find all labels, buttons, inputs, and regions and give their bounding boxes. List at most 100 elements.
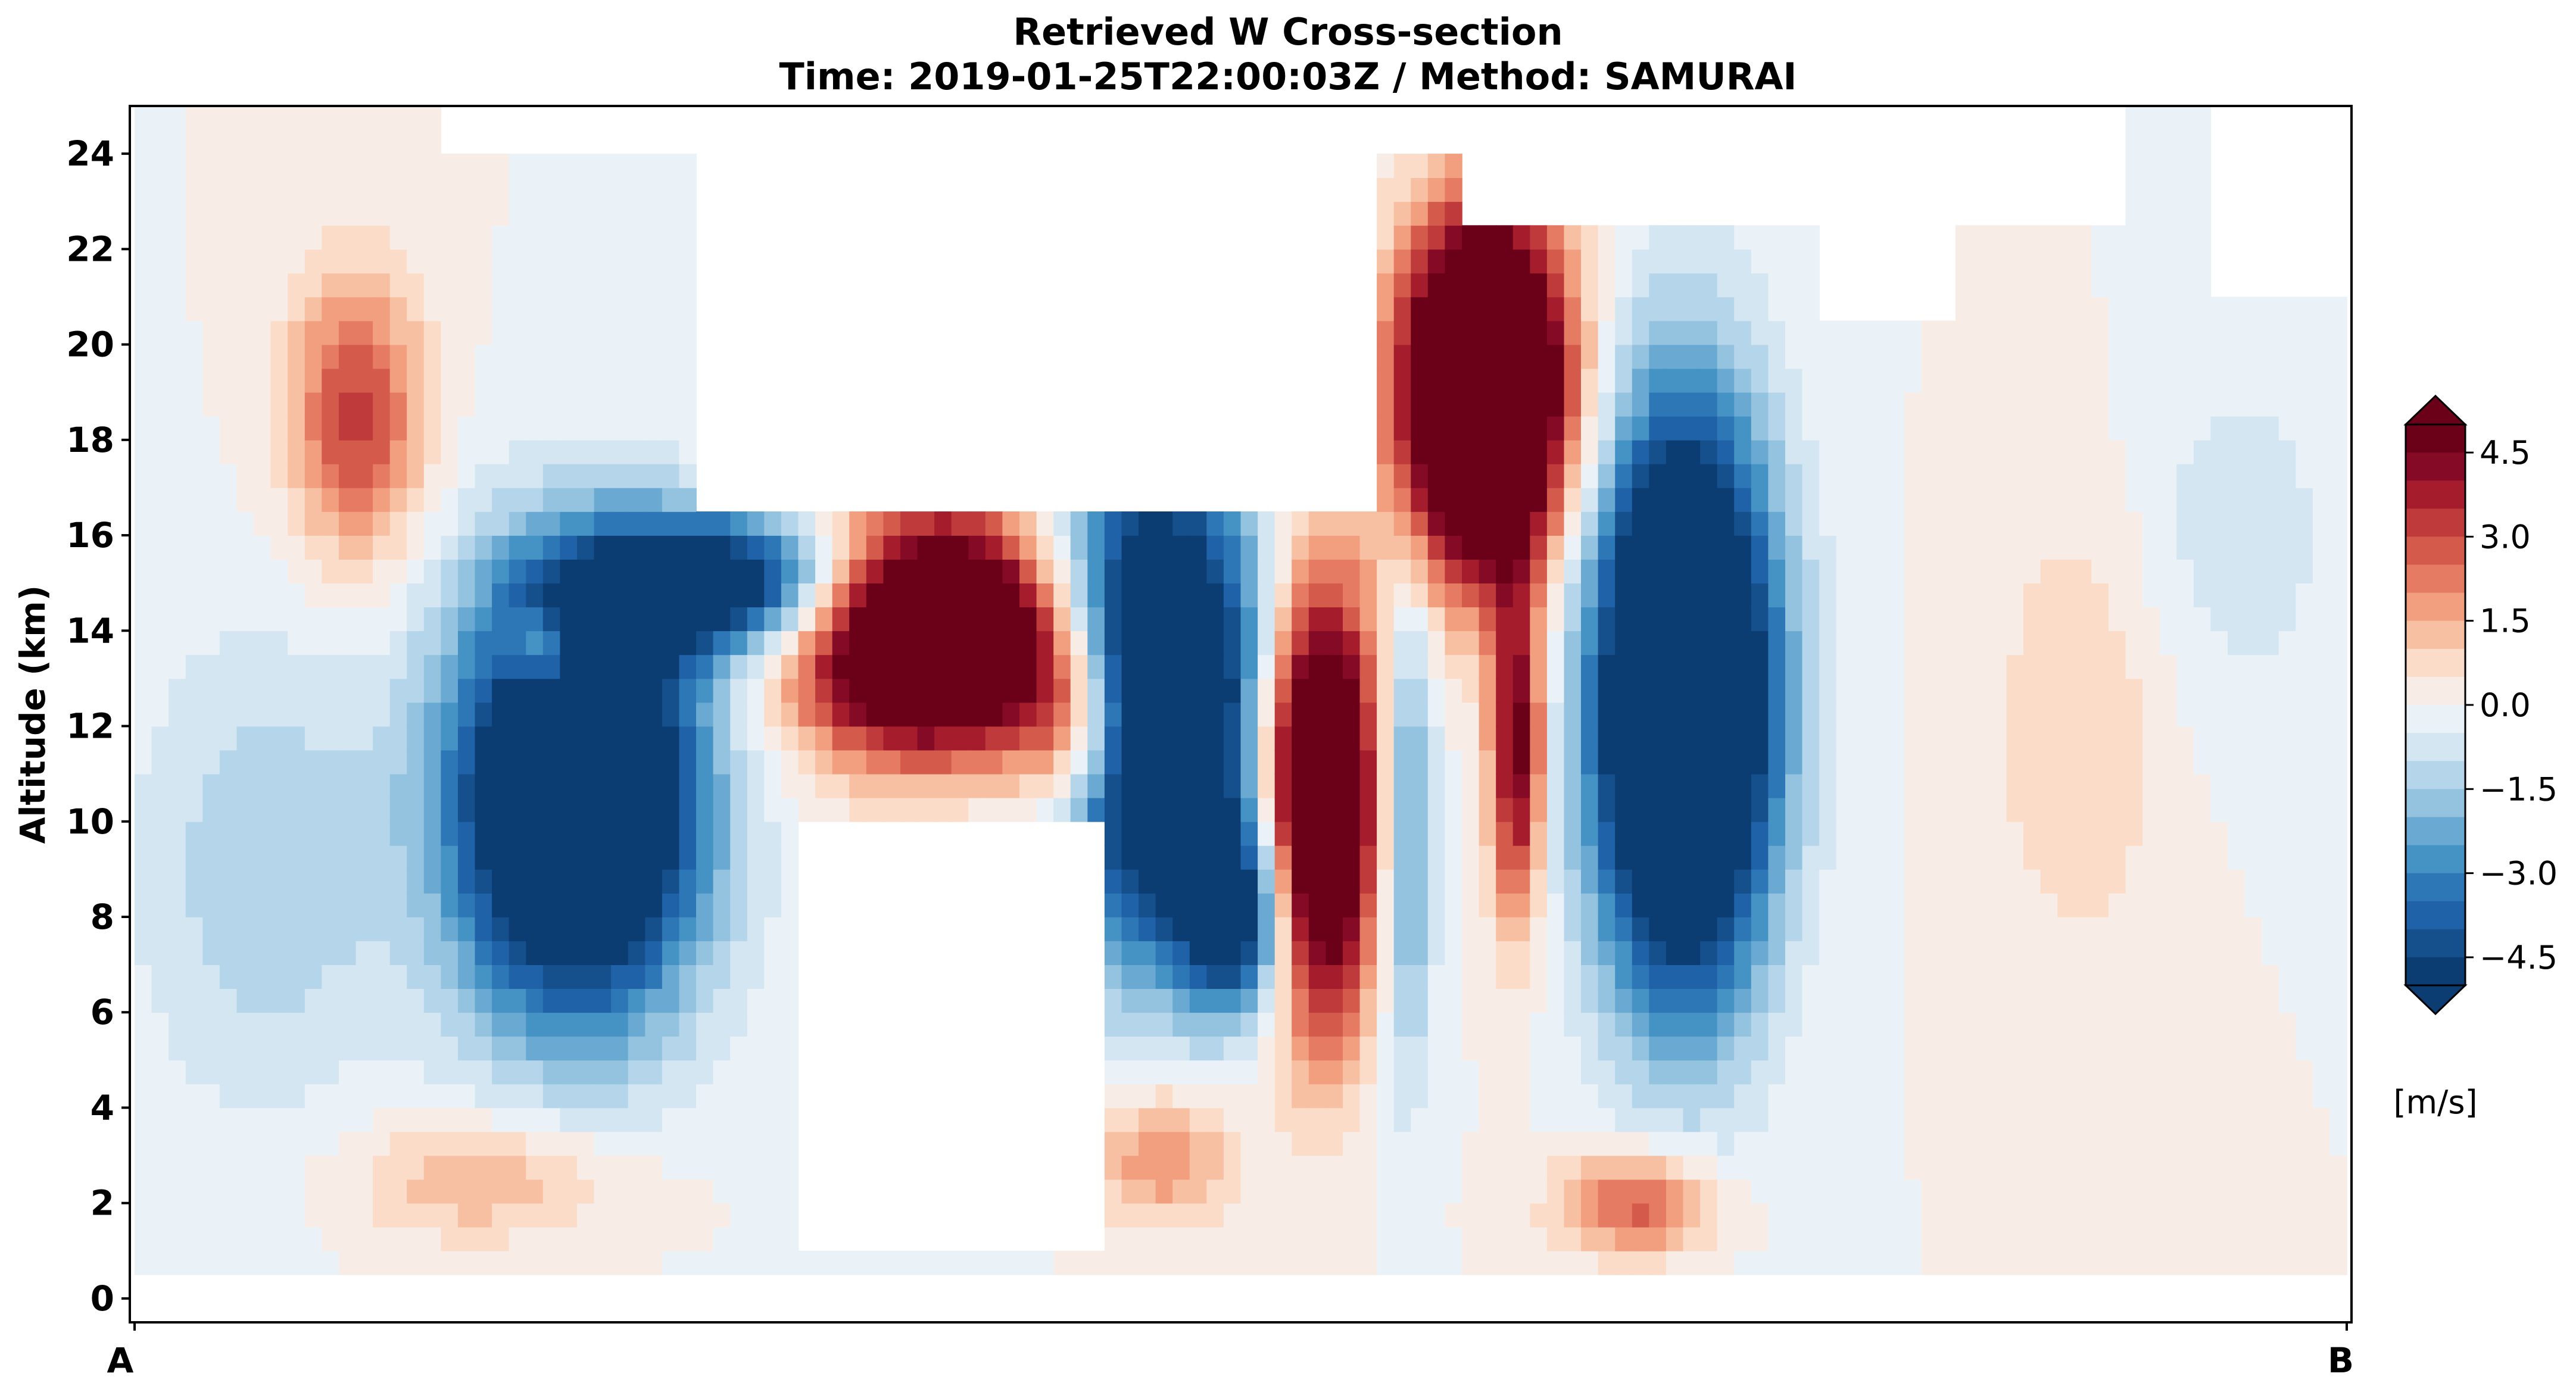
heatmap-cell xyxy=(1649,511,1667,536)
heatmap-cell xyxy=(1258,511,1275,536)
heatmap-cell xyxy=(1785,439,1803,464)
heatmap-cell xyxy=(338,392,357,417)
heatmap-cell xyxy=(1274,654,1293,679)
heatmap-cell xyxy=(662,797,680,822)
heatmap-cell xyxy=(1496,296,1514,322)
heatmap-cell xyxy=(1377,773,1395,798)
heatmap-cell xyxy=(951,797,969,822)
heatmap-cell xyxy=(1377,225,1395,250)
heatmap-cell xyxy=(594,1084,612,1109)
heatmap-cell xyxy=(322,654,339,679)
heatmap-cell xyxy=(1819,535,1837,560)
heatmap-cell xyxy=(2262,1131,2279,1156)
heatmap-cell xyxy=(1802,702,1820,727)
heatmap-cell xyxy=(2159,416,2178,441)
heatmap-cell xyxy=(2108,892,2126,917)
heatmap-cell xyxy=(2210,1155,2228,1180)
heatmap-cell xyxy=(2091,225,2109,250)
heatmap-cell xyxy=(2296,439,2313,464)
heatmap-cell xyxy=(458,1250,476,1275)
heatmap-cell xyxy=(2159,797,2178,822)
heatmap-cell xyxy=(1479,630,1496,656)
heatmap-cell xyxy=(1479,249,1496,274)
heatmap-cell xyxy=(1717,1203,1735,1228)
heatmap-cell xyxy=(1393,678,1412,703)
heatmap-cell xyxy=(542,535,561,560)
heatmap-cell xyxy=(1121,1012,1139,1037)
heatmap-cell xyxy=(1870,1131,1888,1156)
heatmap-cell xyxy=(577,1084,595,1109)
heatmap-cell xyxy=(1632,917,1650,941)
heatmap-cell xyxy=(288,941,305,965)
heatmap-cell xyxy=(1258,1179,1275,1204)
heatmap-cell xyxy=(1938,487,1956,512)
heatmap-cell xyxy=(2108,296,2126,322)
heatmap-cell xyxy=(389,1179,408,1204)
heatmap-cell xyxy=(1019,607,1037,632)
heatmap-cell xyxy=(1445,1250,1462,1275)
heatmap-cell xyxy=(1921,630,1939,656)
heatmap-cell xyxy=(1427,487,1446,512)
heatmap-cell xyxy=(1393,1250,1412,1275)
heatmap-cell xyxy=(713,797,731,822)
heatmap-cell xyxy=(2176,1226,2194,1251)
heatmap-cell xyxy=(1972,988,1990,1013)
heatmap-cell xyxy=(1989,773,2007,798)
heatmap-cell xyxy=(900,607,918,632)
heatmap-cell xyxy=(270,702,288,727)
heatmap-cell xyxy=(747,941,765,965)
heatmap-cell xyxy=(1785,1036,1803,1061)
heatmap-cell xyxy=(1240,1060,1258,1085)
heatmap-cell xyxy=(1768,249,1786,274)
heatmap-cell xyxy=(2160,58,2177,83)
heatmap-cell xyxy=(1819,344,1837,369)
heatmap-cell xyxy=(2159,1107,2178,1132)
heatmap-cell xyxy=(475,607,492,632)
heatmap-cell xyxy=(2262,1203,2279,1228)
heatmap-cell xyxy=(1751,917,1769,941)
heatmap-cell xyxy=(1393,1084,1412,1109)
heatmap-cell xyxy=(1734,773,1752,798)
heatmap-cell xyxy=(1921,511,1939,536)
heatmap-cell xyxy=(1853,559,1871,583)
heatmap-cell xyxy=(407,988,425,1013)
heatmap-cell xyxy=(355,917,373,941)
heatmap-cell xyxy=(1223,750,1242,775)
heatmap-cell xyxy=(1377,535,1395,560)
heatmap-cell xyxy=(2296,1226,2313,1251)
heatmap-cell xyxy=(1955,583,1973,608)
heatmap-cell xyxy=(2228,845,2246,870)
heatmap-cell xyxy=(458,1084,476,1109)
heatmap-cell xyxy=(2176,416,2194,441)
heatmap-cell xyxy=(1887,1250,1905,1275)
heatmap-cell xyxy=(151,845,169,870)
heatmap-cell xyxy=(1683,750,1701,775)
heatmap-cell xyxy=(423,654,442,679)
heatmap-cell xyxy=(373,320,391,345)
heatmap-cell xyxy=(236,678,254,703)
heatmap-cell xyxy=(1632,392,1650,417)
heatmap-cell xyxy=(270,1203,288,1228)
heatmap-cell xyxy=(1155,1250,1173,1275)
heatmap-cell xyxy=(236,630,254,656)
heatmap-cell xyxy=(2176,463,2194,488)
heatmap-cell xyxy=(1462,368,1480,393)
heatmap-cell xyxy=(713,845,731,870)
heatmap-cell xyxy=(135,773,152,798)
heatmap-cell xyxy=(679,392,697,417)
heatmap-cell xyxy=(1139,988,1156,1013)
heatmap-cell xyxy=(2142,1107,2160,1132)
heatmap-cell xyxy=(2125,249,2143,274)
heatmap-cell xyxy=(2210,511,2228,536)
heatmap-cell xyxy=(236,845,254,870)
heatmap-cell xyxy=(1887,559,1905,583)
heatmap-cell xyxy=(1155,511,1173,536)
heatmap-cell xyxy=(611,559,629,583)
heatmap-cell xyxy=(1172,892,1190,917)
heatmap-cell xyxy=(322,773,339,798)
heatmap-cell xyxy=(1921,463,1939,488)
heatmap-cell xyxy=(169,702,186,727)
heatmap-cell xyxy=(594,1107,612,1132)
heatmap-cell xyxy=(560,1179,578,1204)
heatmap-cell xyxy=(2040,535,2058,560)
